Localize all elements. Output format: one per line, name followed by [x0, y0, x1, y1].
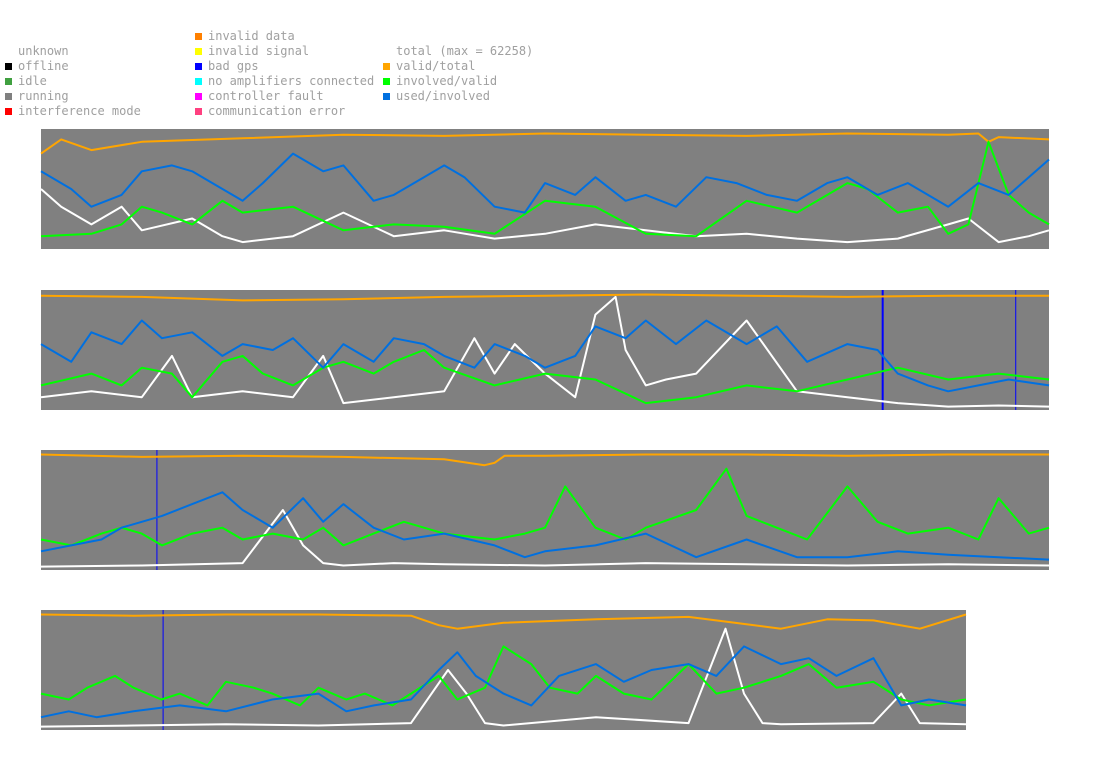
chart-panel-2: [40, 290, 1050, 410]
chart-panel-3: [40, 450, 1050, 570]
legend-label: running: [18, 89, 69, 103]
legend-label: communication error: [208, 104, 346, 118]
legend-swatch: [383, 63, 390, 70]
chart-panel-4: [40, 610, 967, 730]
legend-swatch: [383, 78, 390, 85]
series-line-used-involved: [40, 491, 1050, 561]
legend-label: bad gps: [208, 59, 259, 73]
legend-swatch: [5, 93, 12, 100]
legend-label: valid/total: [396, 59, 476, 73]
series-line-used-involved: [40, 645, 967, 719]
legend-label: controller fault: [208, 89, 324, 103]
legend-swatch: [195, 33, 202, 40]
series-line-total-max-62258: [40, 188, 1050, 244]
legend-label: invalid data: [208, 29, 295, 43]
legend-swatch: [195, 63, 202, 70]
legend-label: no amplifiers connected: [208, 74, 375, 88]
legend-swatch: [5, 63, 12, 70]
series-line-valid-total: [40, 613, 967, 630]
legend-label: used/involved: [396, 89, 490, 103]
series-line-valid-total: [40, 293, 1049, 302]
legend-swatch: [195, 48, 202, 55]
series-line-valid-total: [40, 132, 1050, 155]
series-line-used-involved: [40, 152, 1050, 214]
legend-label: total (max = 62258): [396, 44, 534, 58]
legend-swatch: [195, 108, 202, 115]
legend-swatch: [195, 93, 202, 100]
legend-label: offline: [18, 59, 69, 73]
series-line-involved-valid: [40, 349, 1050, 405]
legend-swatch: [5, 78, 12, 85]
legend-label: interference mode: [18, 104, 141, 118]
legend-swatch: [195, 78, 202, 85]
series-line-total-max-62258: [40, 627, 967, 728]
series-line-involved-valid: [40, 467, 1050, 547]
legend-label: unknown: [18, 44, 69, 58]
panel-background: [41, 450, 1049, 570]
panel-background: [41, 610, 966, 730]
series-line-involved-valid: [40, 645, 967, 707]
series-line-involved-valid: [40, 140, 1050, 238]
legend-label: involved/valid: [396, 74, 498, 88]
series-line-total-max-62258: [40, 509, 1050, 568]
legend-label: idle: [18, 74, 47, 88]
panel-background: [41, 129, 1049, 249]
panel-background: [41, 290, 1049, 410]
legend-label: invalid signal: [208, 44, 310, 58]
legend-swatch: [5, 108, 12, 115]
series-line-valid-total: [40, 453, 1049, 467]
chart-panel-1: [40, 129, 1050, 249]
series-line-used-involved: [40, 319, 1050, 393]
legend-swatch: [383, 93, 390, 100]
